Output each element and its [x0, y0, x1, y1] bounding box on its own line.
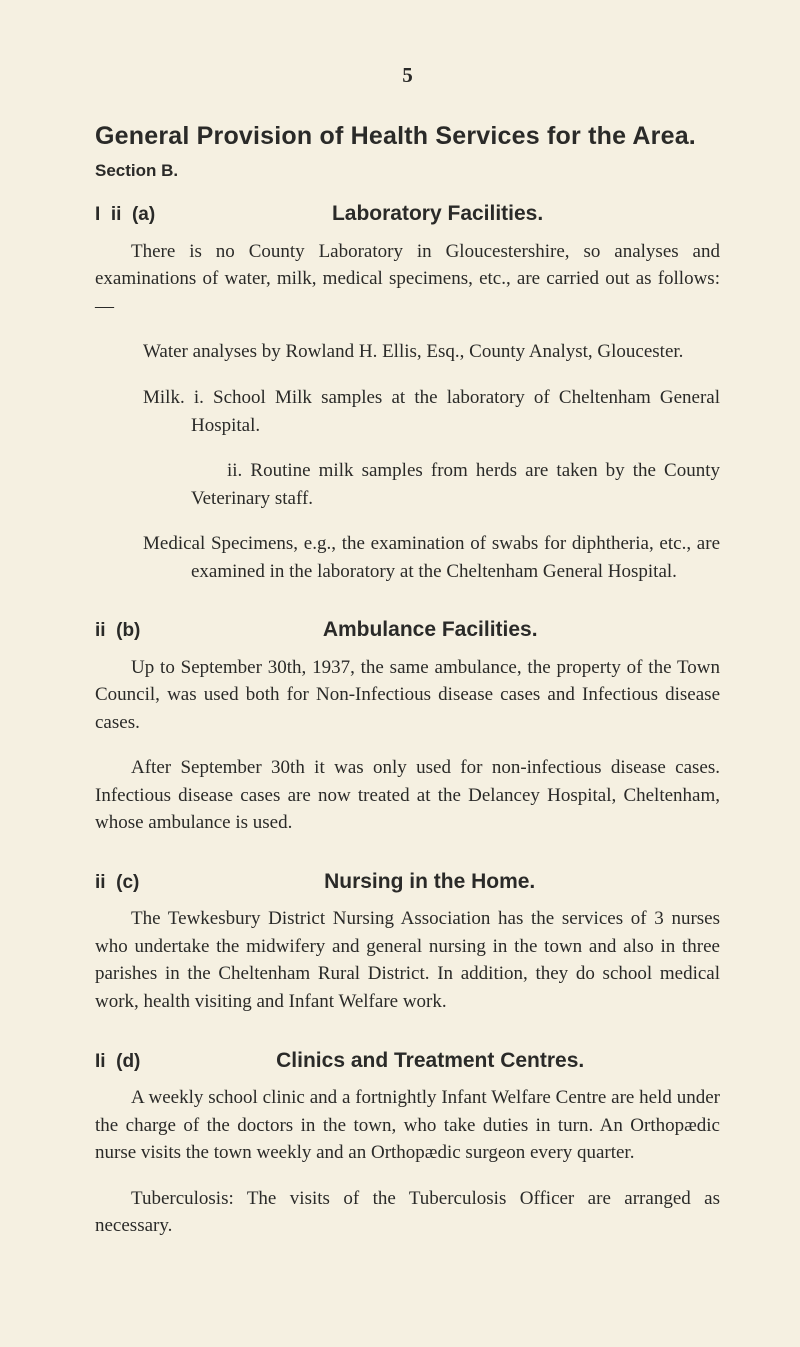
document-page: 5 General Provision of Health Services f…: [0, 0, 800, 1347]
section-c: ii (c) Nursing in the Home. The Tewkesbu…: [95, 867, 720, 1016]
section-a-marker: I ii (a): [95, 201, 155, 229]
section-b: ii (b) Ambulance Facilities. Up to Septe…: [95, 615, 720, 837]
section-c-marker: ii (c): [95, 869, 139, 897]
section-a-item-milk-i: Milk. i. School Milk samples at the labo…: [95, 384, 720, 439]
section-d-title: Clinics and Treatment Centres.: [140, 1046, 720, 1076]
section-a-p1: There is no County Laboratory in Glouces…: [95, 238, 720, 321]
section-d-marker: Ii (d): [95, 1048, 140, 1076]
section-c-p1: The Tewkesbury District Nursing Associat…: [95, 905, 720, 1015]
section-b-p2: After September 30th it was only used fo…: [95, 754, 720, 837]
section-a-item-medical: Medical Specimens, e.g., the examination…: [95, 530, 720, 585]
section-d-p1: A weekly school clinic and a fortnightly…: [95, 1084, 720, 1167]
section-a-title: Laboratory Facilities.: [155, 199, 720, 229]
section-a-item-water: Water analyses by Rowland H. Ellis, Esq.…: [95, 338, 720, 366]
section-d-heading: Ii (d) Clinics and Treatment Centres.: [95, 1046, 720, 1076]
main-title: General Provision of Health Services for…: [95, 118, 720, 154]
section-b-title: Ambulance Facilities.: [140, 615, 720, 645]
section-d-p2: Tuberculosis: The visits of the Tubercul…: [95, 1185, 720, 1240]
page-number: 5: [95, 60, 720, 90]
section-b-marker: ii (b): [95, 617, 140, 645]
section-c-title: Nursing in the Home.: [139, 867, 720, 897]
section-c-heading: ii (c) Nursing in the Home.: [95, 867, 720, 897]
section-b-p1: Up to September 30th, 1937, the same amb…: [95, 654, 720, 737]
section-label: Section B.: [95, 159, 720, 184]
section-a-heading: I ii (a) Laboratory Facilities.: [95, 199, 720, 229]
section-a-item-milk-ii: ii. Routine milk samples from herds are …: [95, 457, 720, 512]
section-d: Ii (d) Clinics and Treatment Centres. A …: [95, 1046, 720, 1240]
section-a: I ii (a) Laboratory Facilities. There is…: [95, 199, 720, 585]
section-b-heading: ii (b) Ambulance Facilities.: [95, 615, 720, 645]
